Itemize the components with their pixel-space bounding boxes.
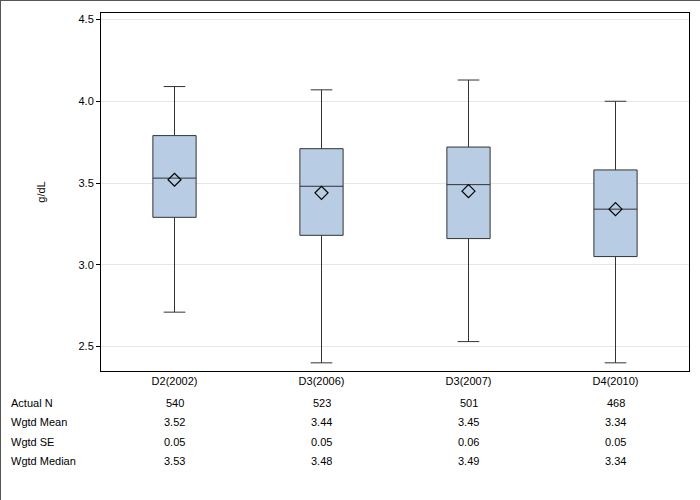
svg-text:D3(2007): D3(2007) [446,375,492,387]
svg-text:0.06: 0.06 [458,436,479,448]
svg-text:0.05: 0.05 [311,436,332,448]
svg-text:3.53: 3.53 [164,455,185,467]
svg-text:D2(2002): D2(2002) [152,375,198,387]
svg-text:3.49: 3.49 [458,455,479,467]
svg-text:3.44: 3.44 [311,416,332,428]
svg-text:2.5: 2.5 [79,340,94,352]
svg-text:g/dL: g/dL [35,181,47,202]
svg-text:D4(2010): D4(2010) [593,375,639,387]
svg-text:0.05: 0.05 [605,436,626,448]
svg-text:3.0: 3.0 [79,259,94,271]
svg-text:468: 468 [607,397,625,409]
svg-text:3.48: 3.48 [311,455,332,467]
svg-text:Wgtd SE: Wgtd SE [11,436,54,448]
svg-text:3.5: 3.5 [79,177,94,189]
svg-text:4.5: 4.5 [79,13,94,25]
svg-text:523: 523 [313,397,331,409]
svg-text:Wgtd Median: Wgtd Median [11,455,76,467]
svg-text:Wgtd Mean: Wgtd Mean [11,416,67,428]
svg-text:3.34: 3.34 [605,416,626,428]
svg-text:3.52: 3.52 [164,416,185,428]
svg-text:3.45: 3.45 [458,416,479,428]
svg-text:D3(2006): D3(2006) [299,375,345,387]
svg-text:4.0: 4.0 [79,95,94,107]
svg-text:540: 540 [166,397,184,409]
svg-text:0.05: 0.05 [164,436,185,448]
svg-text:Actual N: Actual N [11,397,53,409]
svg-text:501: 501 [460,397,478,409]
svg-text:3.34: 3.34 [605,455,626,467]
